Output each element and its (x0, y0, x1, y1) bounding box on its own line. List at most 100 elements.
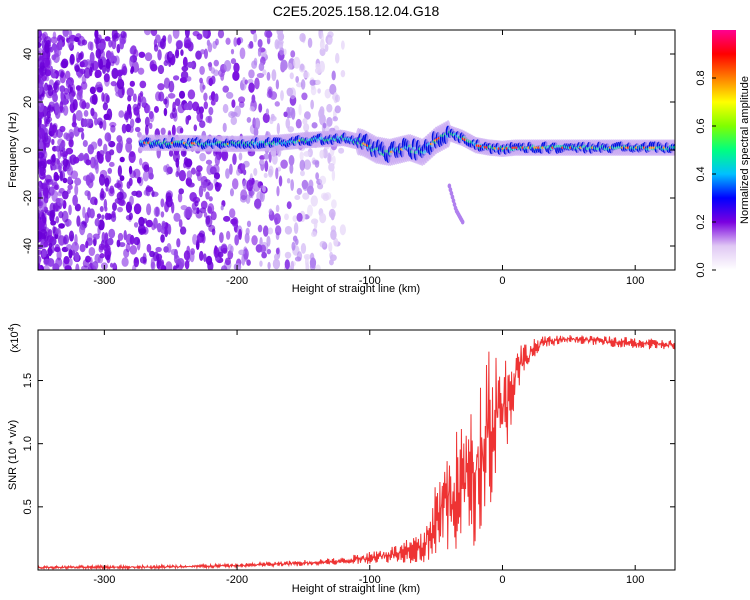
noise-cell (133, 256, 140, 268)
noise-cell (133, 49, 139, 58)
noise-cell (259, 159, 265, 165)
noise-cell (232, 153, 237, 166)
noise-cell (222, 103, 229, 114)
noise-cell (229, 188, 234, 197)
noise-cell (47, 104, 52, 111)
noise-cell (175, 259, 182, 265)
noise-cell (276, 185, 280, 197)
noise-cell (68, 230, 75, 242)
noise-cell (59, 142, 65, 151)
noise-cell (185, 76, 192, 82)
noise-cell (299, 159, 306, 171)
noise-cell (293, 222, 299, 235)
noise-cell (172, 30, 180, 39)
noise-cell (269, 91, 278, 100)
noise-cell (217, 251, 224, 258)
noise-cell (234, 234, 240, 246)
noise-cell (98, 173, 106, 186)
noise-cell (254, 117, 261, 130)
noise-cell (51, 138, 55, 145)
noise-cell (266, 248, 272, 255)
noise-cell (271, 69, 277, 82)
noise-cell (263, 153, 270, 160)
noise-cell (91, 93, 98, 105)
noise-cell (94, 69, 102, 78)
noise-cell (308, 179, 314, 190)
noise-cell (203, 253, 207, 263)
snr-xtick-label: -300 (93, 574, 115, 586)
noise-cell (196, 112, 204, 123)
noise-cell (150, 63, 158, 72)
noise-cell (90, 60, 95, 73)
noise-cell (236, 168, 241, 176)
spectrogram-xtick-label: 100 (626, 275, 644, 287)
noise-cell (146, 203, 152, 216)
noise-cell (112, 202, 117, 212)
noise-cell (49, 209, 56, 219)
noise-cell (75, 263, 80, 270)
noise-cell (74, 65, 80, 73)
noise-cell (199, 81, 205, 93)
noise-cell (133, 222, 139, 228)
noise-cell (128, 177, 133, 187)
noise-cell (53, 174, 60, 181)
noise-cell (101, 214, 105, 220)
noise-cell (168, 50, 173, 58)
noise-cell (331, 169, 336, 182)
noise-cell (72, 194, 78, 206)
noise-cell (38, 130, 42, 142)
snr-ytick-label: 1.0 (22, 436, 34, 451)
noise-cell (160, 234, 165, 243)
noise-cell (266, 235, 271, 247)
noise-cell (208, 224, 216, 233)
noise-cell (227, 243, 233, 251)
noise-cell (106, 108, 113, 121)
noise-cell (167, 34, 173, 44)
noise-cell (67, 184, 73, 190)
noise-cell (92, 261, 99, 270)
noise-cell (310, 86, 317, 96)
noise-cell (252, 180, 261, 192)
noise-cell (133, 168, 141, 179)
noise-cell (69, 94, 73, 102)
noise-cell (146, 243, 152, 253)
noise-cell (194, 200, 199, 207)
noise-cell (328, 242, 333, 253)
noise-cell (280, 90, 284, 101)
noise-cell (161, 220, 166, 228)
noise-cell (121, 257, 129, 267)
snr-frame (37, 329, 676, 571)
noise-cell (303, 150, 311, 157)
noise-cell (251, 60, 258, 69)
noise-cell (45, 118, 51, 125)
noise-cell (82, 139, 88, 148)
noise-cell (265, 108, 270, 116)
noise-cell (38, 36, 42, 43)
noise-cell (225, 91, 234, 99)
noise-cell (89, 51, 95, 64)
noise-cell (340, 40, 345, 50)
noise-cell (129, 245, 138, 255)
noise-cell (302, 71, 310, 79)
noise-cell (115, 91, 123, 97)
noise-cell (139, 158, 143, 166)
noise-cell (199, 120, 206, 129)
noise-cell (89, 208, 95, 219)
noise-cell (254, 77, 260, 90)
noise-cell (223, 215, 231, 222)
noise-cell (87, 41, 93, 50)
noise-cell (150, 30, 158, 37)
noise-cell (253, 32, 258, 43)
noise-cell (289, 163, 294, 174)
spectrogram-ylabel: Frequency (Hz) (7, 112, 19, 188)
noise-cell (139, 80, 147, 89)
noise-cell (104, 132, 112, 142)
noise-cell (144, 116, 150, 127)
noise-cell (125, 141, 133, 153)
noise-cell (187, 115, 192, 121)
noise-cell (238, 228, 242, 241)
noise-cell (108, 228, 116, 239)
noise-cell (148, 122, 153, 130)
noise-cell (267, 261, 271, 270)
